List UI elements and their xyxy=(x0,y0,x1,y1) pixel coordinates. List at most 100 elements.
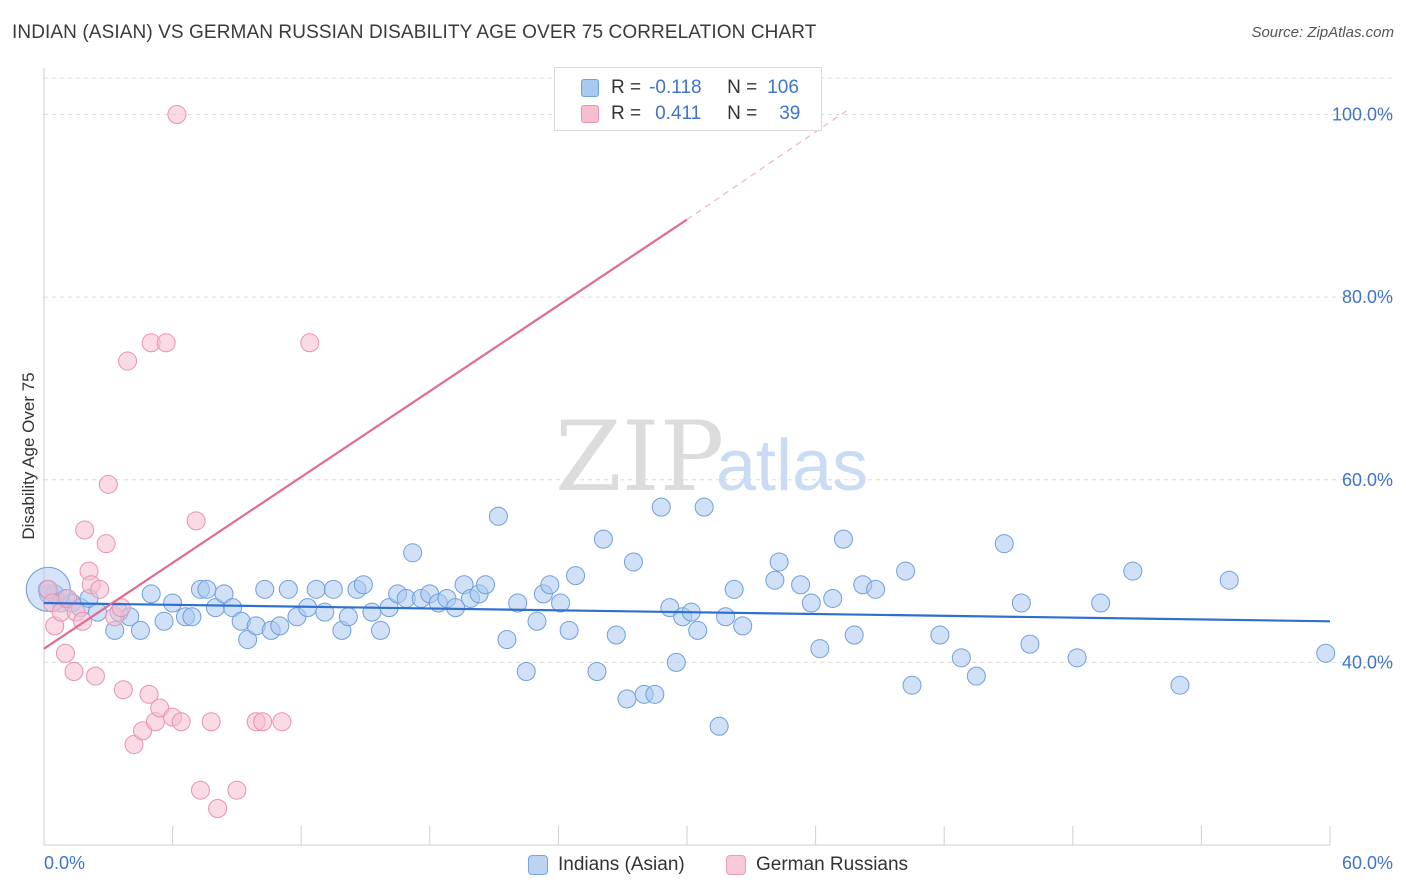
indians-asian-point xyxy=(559,620,579,640)
german-russians-points xyxy=(38,105,320,818)
indians-asian-point xyxy=(278,579,298,599)
indians-asian-point xyxy=(951,648,971,668)
bottom-legend-label-indians: Indians (Asian) xyxy=(558,854,685,875)
indians-asian-point xyxy=(769,552,789,572)
indians-asian-point xyxy=(623,552,643,572)
legend-swatch-pink xyxy=(581,105,599,123)
x-tick-label-min: 0.0% xyxy=(44,853,85,873)
german-russians-point xyxy=(156,333,176,353)
indians-asian-point xyxy=(930,625,950,645)
y-tick-label-40: 40.0% xyxy=(1342,652,1393,672)
indians-asian-point xyxy=(1067,648,1087,668)
indians-asian-point xyxy=(587,662,607,682)
indians-asian-point xyxy=(801,593,821,613)
indians-asian-trend-line xyxy=(43,601,1331,623)
german-russians-point xyxy=(272,712,292,732)
indians-asian-point xyxy=(323,579,343,599)
indians-asian-point xyxy=(716,607,736,627)
indians-asian-point xyxy=(765,570,785,590)
indians-asian-point xyxy=(606,625,626,645)
legend-r-label: R = xyxy=(611,103,642,124)
indians-asian-point xyxy=(197,579,217,599)
y-axis-label: Disability Age Over 75 xyxy=(19,372,38,539)
german-russians-point xyxy=(133,721,153,741)
german-russians-trend-line xyxy=(43,218,688,650)
correlation-legend: R = -0.118 N = 106 R = 0.411 N = 39 xyxy=(554,67,822,131)
y-tick-label-60: 60.0% xyxy=(1342,470,1393,490)
german-russians-point xyxy=(118,351,138,371)
german-russians-point xyxy=(139,684,159,704)
indians-asian-point xyxy=(896,561,916,581)
grid-lines xyxy=(44,77,1393,663)
indians-asian-point xyxy=(688,620,708,640)
indians-asian-point xyxy=(540,575,560,595)
indians-asian-point xyxy=(566,566,586,586)
indians-asian-point xyxy=(306,579,326,599)
german-russians-point xyxy=(64,662,84,682)
legend-row-indians: R = -0.118 N = 106 xyxy=(581,76,799,100)
indians-asian-point xyxy=(223,598,243,618)
german-russians-point xyxy=(55,643,75,663)
legend-n-label: N = xyxy=(727,103,758,124)
indians-asian-point xyxy=(476,575,496,595)
indians-asian-point xyxy=(488,506,508,526)
watermark-atlas: atlas xyxy=(716,426,868,506)
indians-asian-point xyxy=(270,616,290,636)
indians-asian-point xyxy=(1020,634,1040,654)
indians-asian-point xyxy=(353,575,373,595)
indians-asian-point xyxy=(1011,593,1031,613)
indians-asian-point xyxy=(238,630,258,650)
indians-asian-point xyxy=(214,584,234,604)
german-russians-point xyxy=(124,735,144,755)
indians-asian-point xyxy=(255,579,275,599)
watermark: ZIP atlas xyxy=(555,401,868,513)
indians-asian-point xyxy=(709,716,729,736)
german-russians-point xyxy=(75,520,95,540)
y-tick-label-80: 80.0% xyxy=(1342,287,1393,307)
bottom-legend-label-german-russians: German Russians xyxy=(756,854,909,875)
axis-ticks: 40.0% 60.0% 80.0% 100.0% xyxy=(1332,105,1393,673)
indians-asian-point xyxy=(902,675,922,695)
indians-asian-point xyxy=(182,607,202,627)
german-russians-point xyxy=(190,780,210,800)
indians-asian-point xyxy=(593,529,613,549)
indians-asian-point xyxy=(823,588,843,608)
legend-swatch-blue xyxy=(581,79,599,97)
indians-asian-point xyxy=(833,529,853,549)
indians-asian-point xyxy=(1219,570,1239,590)
indians-asian-point xyxy=(527,611,547,631)
german-russians-point xyxy=(253,712,273,732)
indians-asian-point xyxy=(651,497,671,517)
indians-asian-point xyxy=(154,611,174,631)
axes xyxy=(43,68,1331,846)
german-russians-point xyxy=(113,680,133,700)
indians-asian-point xyxy=(733,616,753,636)
indians-asian-point xyxy=(516,662,536,682)
bottom-legend-indians: Indians (Asian) xyxy=(528,852,685,878)
indians-asian-point xyxy=(508,593,528,613)
german-russians-point xyxy=(208,798,228,818)
bottom-legend-swatch-blue xyxy=(528,855,548,875)
indians-asian-point xyxy=(1091,593,1111,613)
indians-asian-point xyxy=(994,534,1014,554)
german-russians-point xyxy=(85,666,105,686)
german-russians-point xyxy=(171,712,191,732)
indians-asian-point xyxy=(130,620,150,640)
indians-asian-point xyxy=(163,593,183,613)
indians-asian-point xyxy=(966,666,986,686)
indians-asian-point xyxy=(1316,643,1336,663)
german-russians-point xyxy=(167,105,187,125)
indians-asian-point xyxy=(551,593,571,613)
indians-asian-point xyxy=(1170,675,1190,695)
indians-asian-point xyxy=(446,598,466,618)
indians-asian-point xyxy=(666,652,686,672)
indians-asian-point xyxy=(866,579,886,599)
german-russians-point xyxy=(201,712,221,732)
legend-n-label: N = xyxy=(727,77,758,98)
chart-source: Source: ZipAtlas.com xyxy=(1251,24,1394,41)
indians-asian-point xyxy=(403,543,423,563)
legend-r-value: -0.118 xyxy=(649,77,702,98)
y-tick-label-100: 100.0% xyxy=(1332,105,1393,125)
german-russians-point xyxy=(227,780,247,800)
indians-asian-point xyxy=(724,579,744,599)
